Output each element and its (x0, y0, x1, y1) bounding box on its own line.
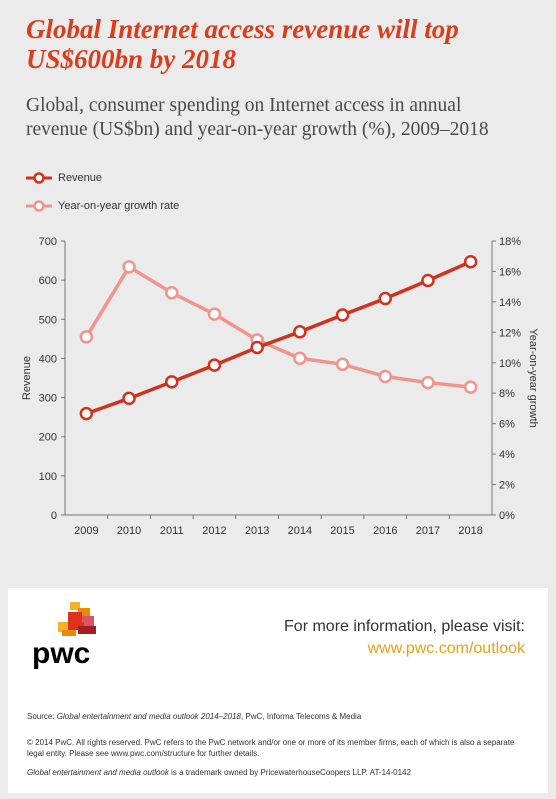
source-rest: , PwC, Informa Telecoms & Media (240, 712, 362, 721)
left-tick-label: 100 (39, 471, 57, 483)
subtitle-line-2: revenue (US$bn) and year-on-year growth … (26, 119, 489, 140)
right-tick-label: 2% (499, 480, 515, 492)
right-tick-label: 4% (499, 449, 515, 461)
copyright-note: © 2014 PwC. All rights reserved. PwC ref… (27, 738, 515, 758)
title-line-2: US$600bn by 2018 (26, 44, 237, 74)
y-axis-title-left: Revenue (21, 356, 33, 400)
source-note: Source: Global entertainment and media o… (27, 712, 532, 721)
trademark-rest: is a trademark owned by PricewaterhouseC… (168, 768, 411, 777)
x-tick-label: 2009 (74, 525, 98, 537)
revenue-data-point (463, 254, 478, 269)
growth-data-point (421, 375, 435, 390)
revenue-data-point (293, 325, 307, 339)
growth-data-point (207, 307, 222, 321)
trademark-title: Global entertainment and media outlook (27, 768, 169, 777)
source-title: Global entertainment and media outlook 2… (56, 712, 241, 721)
info-text: For more information, please visit: (284, 618, 525, 635)
revenue-data-point (421, 273, 435, 288)
revenue-data-point (207, 358, 222, 372)
right-tick-label: 8% (499, 388, 515, 400)
right-tick-label: 14% (499, 297, 521, 309)
growth-data-point (122, 260, 136, 274)
subtitle-line-1: Global, consumer spending on Internet ac… (26, 95, 462, 116)
x-tick-label: 2018 (458, 525, 482, 537)
pwc-logo-text: pwc (32, 637, 90, 670)
right-tick-label: 16% (499, 266, 521, 278)
x-tick-label: 2013 (245, 525, 269, 537)
growth-data-point (293, 351, 307, 365)
left-tick-label: 300 (39, 393, 57, 405)
pwc-logo-icon: pwc (32, 602, 96, 670)
growth-marker-icon (26, 200, 52, 212)
revenue-marker-icon (26, 172, 52, 184)
right-tick-label: 10% (499, 358, 521, 370)
revenue-data-point (122, 391, 136, 406)
line-chart: 0 100 200 300 400 500 600 700 0% 2% 4% 6% 8% 10% 12% 14… (21, 236, 539, 537)
outlook-link[interactable]: www.pwc.com/outlook (367, 640, 525, 657)
source-prefix: Source: (27, 712, 57, 721)
right-tick-label: 12% (499, 327, 521, 339)
left-tick-label: 0 (51, 510, 57, 522)
left-tick-label: 200 (39, 432, 57, 444)
x-tick-label: 2015 (330, 525, 354, 537)
right-tick-label: 6% (499, 419, 515, 431)
left-tick-label: 400 (39, 353, 57, 365)
revenue-data-point (165, 375, 179, 389)
growth-data-point (79, 330, 94, 344)
revenue-data-point (250, 340, 264, 355)
right-tick-label: 0% (499, 510, 515, 522)
left-tick-label: 500 (39, 314, 57, 326)
left-tick-label: 600 (39, 275, 57, 287)
chart-subtitle: Global, consumer spending on Internet ac… (26, 94, 536, 142)
revenue-data-point (378, 291, 392, 306)
y-axis-title-right: Year-on-year growth (527, 328, 539, 427)
growth-data-point (463, 380, 478, 394)
pwc-logo: pwc (32, 600, 102, 670)
revenue-data-point (79, 406, 94, 421)
legend-item-growth: Year-on-year growth rate (26, 192, 179, 220)
x-tick-label: 2011 (160, 525, 184, 537)
revenue-data-point (335, 308, 350, 322)
legend-label-growth: Year-on-year growth rate (58, 200, 180, 212)
chart-legend: Revenue Year-on-year growth rate (26, 164, 179, 220)
right-tick-label: 18% (499, 236, 521, 248)
legend-label-revenue: Revenue (58, 172, 103, 184)
x-tick-label: 2016 (373, 525, 397, 537)
growth-data-point (165, 286, 179, 300)
legend-item-revenue: Revenue (26, 164, 179, 192)
footer-panel: pwc For more information, please visit: … (8, 588, 548, 793)
x-tick-label: 2012 (202, 525, 226, 537)
x-tick-label: 2014 (288, 525, 312, 537)
trademark-note: Global entertainment and media outlook i… (27, 768, 532, 777)
info-block: For more information, please visit: www.… (284, 618, 525, 658)
growth-data-point (335, 357, 350, 372)
growth-series-line (84, 265, 471, 389)
left-tick-label: 700 (39, 236, 57, 248)
x-tick-label: 2010 (117, 525, 141, 537)
title-line-1: Global Internet access revenue will top (26, 14, 459, 44)
growth-data-point (378, 369, 392, 384)
revenue-series-line (85, 260, 472, 416)
x-tick-label: 2017 (416, 525, 440, 537)
page-title: Global Internet access revenue will top … (26, 14, 536, 74)
